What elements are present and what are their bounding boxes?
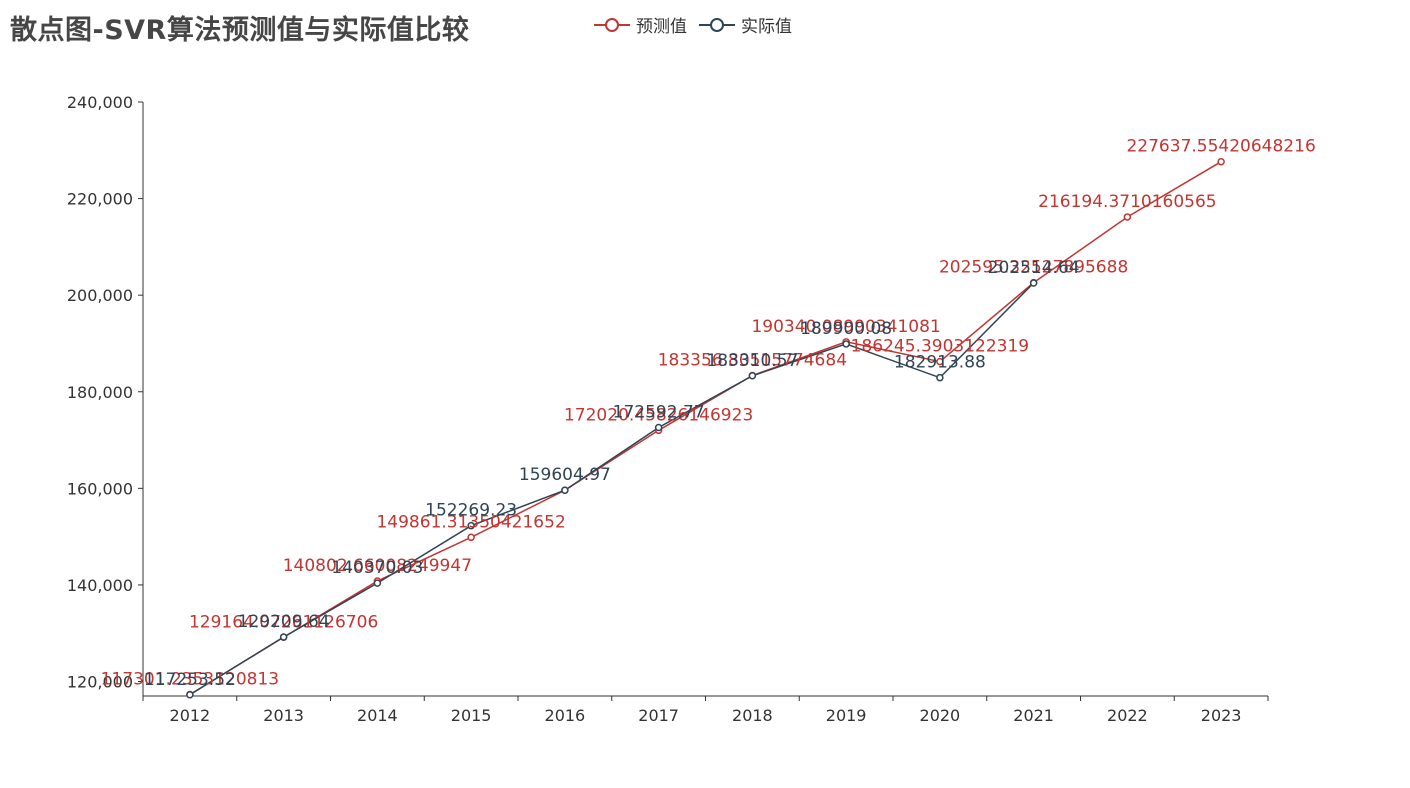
- data-label-predicted: 190340.08990341081: [751, 317, 940, 337]
- data-label-predicted: 172020.45826146923: [564, 405, 753, 425]
- data-label-predicted: 129164.07261126706: [189, 612, 378, 632]
- data-label-actual: 117253.52: [144, 670, 236, 690]
- series-line-predicted: [189, 161, 1222, 696]
- x-tick-label: 2017: [638, 706, 679, 725]
- x-tick-label: 2021: [1013, 706, 1054, 725]
- legend-item-actual[interactable]: 实际值: [699, 12, 792, 37]
- x-tick-label: 2014: [357, 706, 398, 725]
- y-tick-label: 240,000: [67, 93, 133, 112]
- legend: 预测值 实际值: [594, 12, 804, 37]
- data-label-predicted: 183356.80515774684: [658, 351, 847, 371]
- y-tick-label: 160,000: [67, 479, 133, 498]
- x-tick-label: 2016: [545, 706, 586, 725]
- data-point-predicted: [467, 533, 475, 542]
- data-point-predicted: [1217, 157, 1225, 166]
- data-label-actual: 129209.64: [238, 612, 330, 632]
- data-point-actual: [373, 579, 382, 587]
- legend-item-predicted[interactable]: 预测值: [594, 12, 687, 37]
- data-label-predicted: 186245.3903122319: [851, 337, 1029, 357]
- chart-title: 散点图-SVR算法预测值与实际值比较: [10, 15, 470, 46]
- data-point-actual: [561, 486, 569, 494]
- data-point-actual: [842, 340, 850, 348]
- data-point-actual: [279, 633, 288, 641]
- data-label-actual: 152269.23: [425, 501, 517, 521]
- x-tick-label: 2015: [451, 706, 492, 725]
- legend-label-actual: 实际值: [741, 17, 792, 37]
- series-line-actual: [189, 282, 1035, 696]
- data-label-actual: 159604.97: [519, 465, 611, 485]
- x-tick-label: 2023: [1201, 706, 1242, 725]
- y-tick-label: 140,000: [67, 576, 133, 595]
- data-point-actual: [654, 423, 663, 432]
- x-tick-label: 2013: [263, 706, 304, 725]
- y-tick-label: 120,000: [67, 673, 133, 692]
- data-point-predicted: [1123, 213, 1132, 221]
- data-label-actual: 189900.08: [800, 319, 892, 339]
- data-label-predicted: 117301.2353120813: [101, 670, 279, 690]
- data-point-actual: [467, 521, 475, 530]
- data-label-predicted: 202595.32527895688: [939, 258, 1128, 278]
- data-label-actual: 183310.57: [706, 351, 798, 371]
- data-label-actual: 202514.64: [988, 258, 1080, 278]
- data-point-actual: [186, 691, 194, 699]
- legend-marker-actual-icon: [699, 17, 735, 32]
- y-tick-label: 180,000: [67, 383, 133, 402]
- data-label-predicted: 227637.55420648216: [1126, 137, 1315, 157]
- data-label-predicted: 216194.3710160565: [1038, 192, 1216, 212]
- data-point-actual: [748, 372, 757, 380]
- x-tick-label: 2020: [920, 706, 961, 725]
- x-tick-label: 2022: [1107, 706, 1148, 725]
- y-tick-label: 220,000: [67, 190, 133, 209]
- data-label-predicted: 140802.66008249947: [283, 556, 472, 576]
- x-tick-label: 2018: [732, 706, 773, 725]
- legend-label-predicted: 预测值: [636, 17, 687, 37]
- legend-marker-predicted-icon: [594, 17, 630, 32]
- x-tick-label: 2019: [826, 706, 867, 725]
- x-tick-label: 2012: [170, 706, 211, 725]
- data-label-predicted: 149861.31350421652: [376, 512, 565, 532]
- y-tick-label: 200,000: [67, 286, 133, 305]
- data-label-actual: 182913.88: [894, 353, 986, 373]
- data-point-actual: [936, 373, 944, 382]
- data-label-actual: 172592.77: [613, 403, 705, 423]
- data-point-predicted: [936, 357, 944, 366]
- data-label-actual: 140370.03: [331, 558, 423, 578]
- data-point-actual: [1029, 279, 1038, 287]
